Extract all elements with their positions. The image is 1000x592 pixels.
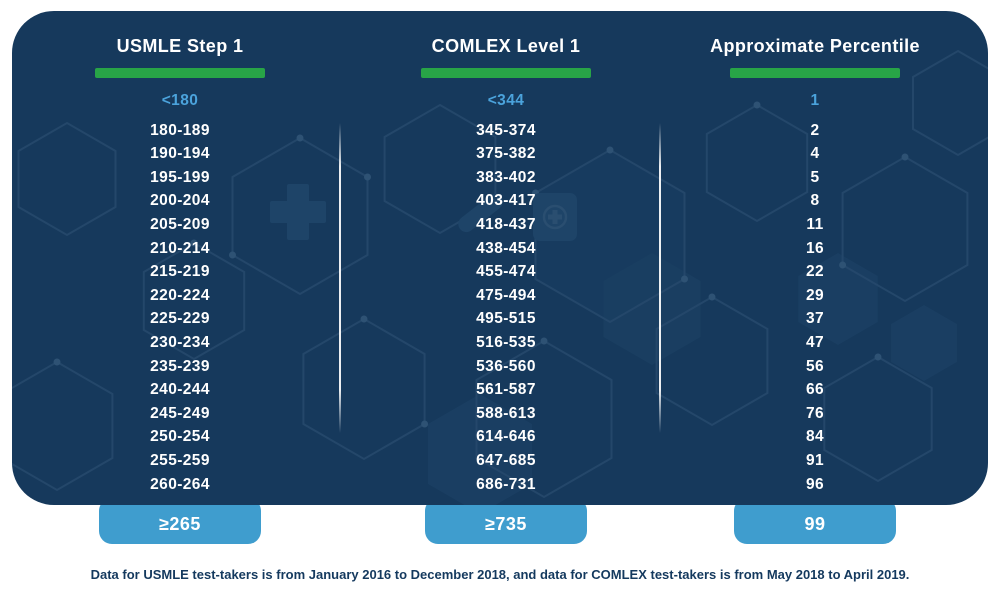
table-cell: 16 bbox=[805, 239, 825, 257]
table-cell: <344 bbox=[487, 92, 525, 109]
table-cell: 96 bbox=[805, 475, 825, 493]
syringe-icon bbox=[458, 193, 503, 233]
column-header-usmle: USMLE Step 1 bbox=[116, 36, 244, 56]
table-cell: 647-685 bbox=[476, 451, 536, 469]
table-cell: 91 bbox=[805, 451, 825, 469]
table-cell: 180-189 bbox=[150, 121, 210, 139]
column-header-percentile: Approximate Percentile bbox=[710, 36, 920, 56]
table-cell: 8 bbox=[810, 192, 820, 210]
table-cell: 375-382 bbox=[476, 145, 536, 163]
percentile-top-value: 99 bbox=[804, 514, 826, 534]
column-percentile: Approximate Percentile 1 2 4 5 8 11 16 22 29 37 47… bbox=[665, 11, 965, 496]
table-cell: 418-437 bbox=[476, 215, 536, 233]
column-divider-right bbox=[659, 123, 661, 433]
usmle-top-score-badge: ≥265 bbox=[99, 498, 261, 544]
table-cell: <180 bbox=[161, 92, 199, 109]
table-cell: 190-194 bbox=[150, 145, 210, 163]
column-values-comlex: <344 345-374 375-382 383-402 403-417 418-437 4… bbox=[356, 89, 656, 496]
table-cell: 210-214 bbox=[150, 239, 210, 257]
table-cell: 225-229 bbox=[150, 310, 210, 328]
table-cell: 245-249 bbox=[150, 404, 210, 422]
table-cell: 455-474 bbox=[476, 263, 536, 281]
table-cell: 195-199 bbox=[150, 168, 210, 186]
table-cell: 22 bbox=[805, 263, 825, 281]
comlex-top-score-value: ≥735 bbox=[485, 514, 527, 534]
filled-hexagons bbox=[428, 150, 957, 505]
table-cell: 561-587 bbox=[476, 381, 536, 399]
table-cell: 1 bbox=[810, 92, 820, 109]
table-cell: 345-374 bbox=[476, 121, 536, 139]
header-underline-bar bbox=[95, 68, 265, 78]
table-cell: 686-731 bbox=[476, 475, 536, 493]
usmle-top-score-value: ≥265 bbox=[159, 514, 201, 534]
table-cell: 215-219 bbox=[150, 263, 210, 281]
table-cell: 4 bbox=[810, 145, 820, 163]
first-aid-kit-icon bbox=[533, 193, 577, 241]
table-cell: 235-239 bbox=[150, 357, 210, 375]
header-underline-bar bbox=[421, 68, 591, 78]
table-cell: 230-234 bbox=[150, 333, 210, 351]
table-cell: 29 bbox=[805, 286, 825, 304]
column-header-comlex: COMLEX Level 1 bbox=[431, 36, 581, 56]
table-cell: 516-535 bbox=[476, 333, 536, 351]
table-cell: 5 bbox=[810, 168, 820, 186]
column-divider-left bbox=[339, 123, 341, 433]
table-cell: 260-264 bbox=[150, 475, 210, 493]
table-cell: 240-244 bbox=[150, 381, 210, 399]
score-conversion-card: USMLE Step 1 <180 180-189 190-194 195-199 20… bbox=[12, 11, 988, 505]
table-cell: 11 bbox=[806, 215, 824, 233]
table-cell: 205-209 bbox=[150, 215, 210, 233]
table-cell: 255-259 bbox=[150, 451, 210, 469]
column-usmle: USMLE Step 1 <180 180-189 190-194 195-199 20… bbox=[30, 11, 330, 496]
column-values-percentile: 1 2 4 5 8 11 16 22 29 37 47 56 66 76 84 91 96 bbox=[665, 89, 965, 496]
table-cell: 383-402 bbox=[476, 168, 536, 186]
comlex-top-score-badge: ≥735 bbox=[425, 498, 587, 544]
table-cell: 438-454 bbox=[476, 239, 536, 257]
table-cell: 2 bbox=[810, 121, 820, 139]
table-cell: 403-417 bbox=[476, 192, 536, 210]
column-values-usmle: <180 180-189 190-194 195-199 200-204 205-209 2… bbox=[30, 89, 330, 496]
table-cell: 220-224 bbox=[150, 286, 210, 304]
table-cell: 536-560 bbox=[476, 357, 536, 375]
table-cell: 76 bbox=[805, 404, 825, 422]
table-cell: 37 bbox=[805, 310, 825, 328]
hexagon-molecule-pattern-background bbox=[12, 49, 988, 505]
column-comlex: COMLEX Level 1 <344 345-374 375-382 383-402… bbox=[356, 11, 656, 496]
table-cell: 56 bbox=[805, 357, 825, 375]
percentile-top-badge: 99 bbox=[734, 498, 896, 544]
medical-cross-icon bbox=[270, 184, 326, 240]
table-cell: 84 bbox=[805, 428, 825, 446]
data-source-footnote: Data for USMLE test-takers is from Janua… bbox=[90, 567, 910, 582]
table-cell: 475-494 bbox=[476, 286, 536, 304]
table-cell: 66 bbox=[805, 381, 825, 399]
header-underline-bar bbox=[730, 68, 900, 78]
table-cell: 588-613 bbox=[476, 404, 536, 422]
table-cell: 250-254 bbox=[150, 428, 210, 446]
table-cell: 200-204 bbox=[150, 192, 210, 210]
table-cell: 614-646 bbox=[476, 428, 536, 446]
table-cell: 47 bbox=[805, 333, 825, 351]
table-cell: 495-515 bbox=[476, 310, 536, 328]
